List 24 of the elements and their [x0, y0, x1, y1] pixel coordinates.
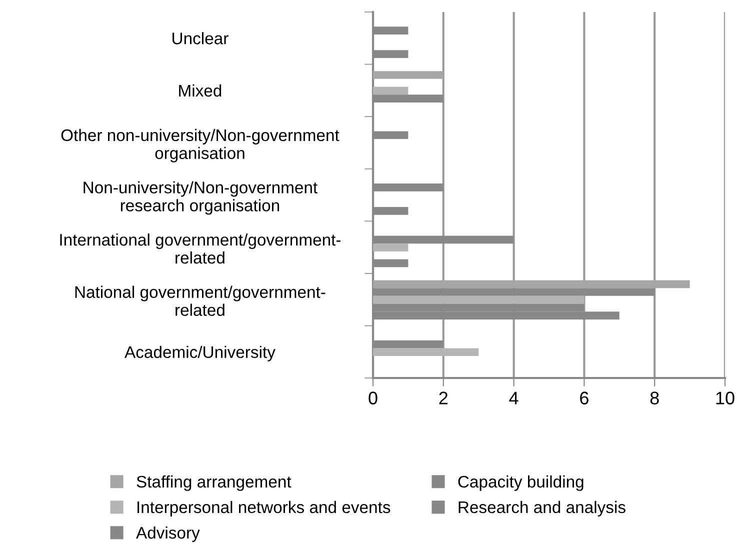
- x-tick-label: 4: [509, 392, 518, 404]
- y-tick-label: Unclear: [172, 32, 228, 44]
- y-tick-label: Other non-university/Non-government organisation: [61, 128, 340, 162]
- x-tick-label: 8: [650, 392, 659, 404]
- legend-label: Advisory: [136, 526, 200, 542]
- bar: [373, 348, 479, 356]
- y-tick-label: Non-university/Non-government research organisation: [84, 181, 318, 215]
- legend-label: Capacity building: [458, 475, 584, 491]
- bar: [373, 296, 584, 304]
- y-tick-label: International government/government- related: [60, 233, 341, 264]
- x-tick-label: 2: [439, 392, 448, 404]
- legend-label: Staffing arrangement: [136, 475, 292, 491]
- x-tick-label: 0: [368, 392, 378, 404]
- bar: [373, 86, 408, 95]
- legend-label: Interpersonal networks and events: [138, 500, 390, 516]
- y-tick-label: National government/government- related: [75, 286, 326, 316]
- bar: [373, 244, 408, 252]
- y-tick-label: Academic/University: [124, 346, 276, 362]
- bar: [373, 71, 444, 79]
- y-tick-label: Mixed: [179, 84, 222, 97]
- x-tick-label: 10: [716, 392, 734, 404]
- x-tick-label: 6: [580, 392, 588, 404]
- legend-label: Research and analysis: [458, 500, 626, 516]
- bar: [373, 280, 690, 288]
